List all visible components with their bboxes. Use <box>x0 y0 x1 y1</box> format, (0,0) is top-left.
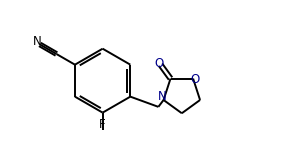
Text: N: N <box>158 90 167 103</box>
Text: N: N <box>33 35 41 48</box>
Text: O: O <box>191 73 200 86</box>
Text: F: F <box>99 118 106 131</box>
Text: O: O <box>155 56 164 70</box>
